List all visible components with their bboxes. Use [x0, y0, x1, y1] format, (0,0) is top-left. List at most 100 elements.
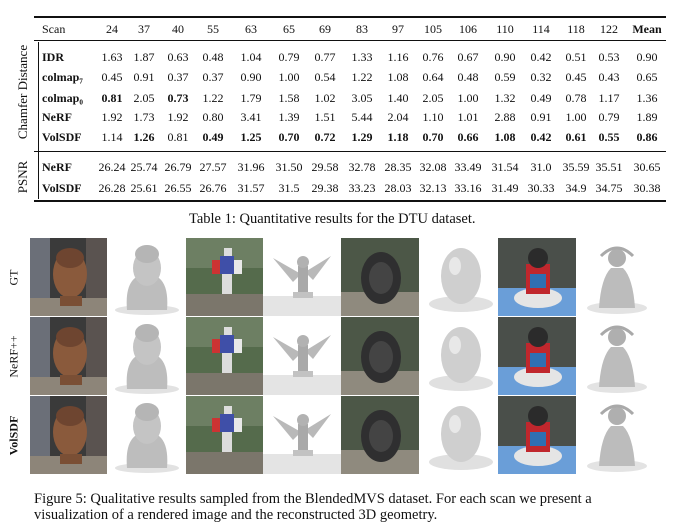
- ornate-sculpture-thumbnail: [577, 396, 655, 474]
- table-cell: 0.79: [598, 110, 620, 124]
- white-egg-image: [421, 396, 499, 474]
- table-cell: 33.49: [454, 160, 482, 174]
- table-cell: 0.37: [202, 70, 224, 84]
- ornate-sculpture-image: [577, 317, 655, 395]
- table-cell: 3.05: [351, 91, 373, 105]
- table-cell: 0.48: [457, 70, 479, 84]
- table-cell: 0.70: [278, 130, 300, 144]
- table-cell: 0.42: [530, 130, 552, 144]
- row-label: colmap₇: [42, 70, 83, 84]
- table-cell: 0.61: [565, 130, 587, 144]
- dark-egg-image: [341, 396, 419, 474]
- table-cell: 1.26: [133, 130, 155, 144]
- table-cell: 0.86: [636, 130, 658, 144]
- table-cell: 32.13: [419, 181, 447, 195]
- table-cell: 31.96: [237, 160, 265, 174]
- table-cell: 2.04: [387, 110, 409, 124]
- row-tag-1: NeRF++: [6, 335, 21, 378]
- column-header: 106: [459, 22, 477, 36]
- table-cell: 0.91: [133, 70, 155, 84]
- table-cell: 0.90: [494, 50, 516, 64]
- table-cell: 0.64: [422, 70, 444, 84]
- table-cell: 1.51: [314, 110, 336, 124]
- table-caption: Table 1: Quantitative results for the DT…: [189, 211, 476, 227]
- table-cell: 1.02: [314, 91, 336, 105]
- table-cell: 0.72: [314, 130, 336, 144]
- white-egg-thumbnail: [421, 396, 499, 474]
- table-cell: 0.90: [240, 70, 262, 84]
- table-rule: [34, 151, 666, 152]
- table-cell: 1.36: [636, 91, 658, 105]
- column-header: 122: [600, 22, 618, 36]
- table-cell: 1.16: [387, 50, 409, 64]
- table-cell: 0.49: [202, 130, 224, 144]
- table-cell: 0.53: [598, 50, 620, 64]
- robot-figure-image: [186, 238, 264, 316]
- table-cell: 1.08: [387, 70, 409, 84]
- table-cell: 0.45: [101, 70, 123, 84]
- buddha-head-thumbnail: [30, 317, 108, 395]
- table-cell: 3.41: [240, 110, 262, 124]
- table-cell: 0.91: [530, 110, 552, 124]
- table-cell: 0.77: [314, 50, 336, 64]
- winged-statue-image: [263, 238, 341, 316]
- table-cell: 1.92: [167, 110, 189, 124]
- column-header: 37: [138, 22, 150, 36]
- buddha-head-thumbnail: [30, 396, 108, 474]
- table-cell: 0.45: [565, 70, 587, 84]
- row-label: VolSDF: [42, 181, 82, 195]
- dark-egg-image: [341, 238, 419, 316]
- table-cell: 1.22: [351, 70, 373, 84]
- white-egg-image: [421, 317, 499, 395]
- table-cell: 26.28: [98, 181, 126, 195]
- table-cell: 1.79: [240, 91, 262, 105]
- table-cell: 2.88: [494, 110, 516, 124]
- dark-egg-thumbnail: [341, 317, 419, 395]
- table-cell: 26.55: [164, 181, 192, 195]
- buddha-bust-image: [107, 396, 185, 474]
- table-cell: 5.44: [351, 110, 373, 124]
- table-cell: 0.48: [202, 50, 224, 64]
- table-cell: 0.51: [565, 50, 587, 64]
- psnr-group-label: PSNR: [15, 160, 30, 194]
- table-cell: 28.35: [384, 160, 412, 174]
- white-egg-thumbnail: [421, 238, 499, 316]
- winged-statue-image: [263, 317, 341, 395]
- table-cell: 0.32: [530, 70, 552, 84]
- table-cell: 1.22: [202, 91, 224, 105]
- buddha-bust-thumbnail: [107, 317, 185, 395]
- buddha-bust-thumbnail: [107, 396, 185, 474]
- table-cell: 29.38: [311, 181, 339, 195]
- table-cell: 0.70: [422, 130, 444, 144]
- ornate-sculpture-image: [577, 396, 655, 474]
- column-header: 105: [424, 22, 442, 36]
- table-cell: 0.49: [530, 91, 552, 105]
- robot-figure-thumbnail: [186, 396, 264, 474]
- table-cell: 1.18: [387, 130, 409, 144]
- buddha-bust-image: [107, 317, 185, 395]
- table-cell: 1.29: [351, 130, 373, 144]
- table-cell: 1.39: [278, 110, 300, 124]
- table-cell: 0.55: [598, 130, 620, 144]
- table-cell: 31.5: [278, 181, 300, 195]
- table-cell: 1.10: [422, 110, 444, 124]
- table-cell: 0.76: [422, 50, 444, 64]
- table-cell: 0.79: [278, 50, 300, 64]
- table-cell: 0.66: [457, 130, 479, 144]
- row-tag-0: GT: [6, 269, 21, 286]
- figure-caption-line-1: Figure 5: Qualitative results sampled fr…: [34, 491, 592, 507]
- table-cell: 1.89: [636, 110, 658, 124]
- robot-figure-image: [186, 396, 264, 474]
- table-cell: 0.63: [167, 50, 189, 64]
- robot-figure-thumbnail: [186, 317, 264, 395]
- table-cell: 1.00: [565, 110, 587, 124]
- dark-egg-thumbnail: [341, 238, 419, 316]
- table-cell: 1.14: [101, 130, 123, 144]
- table-cell: 0.73: [167, 91, 189, 105]
- table-cell: 1.40: [387, 91, 409, 105]
- table-cell: 0.54: [314, 70, 336, 84]
- table-cell: 30.38: [633, 181, 661, 195]
- column-header: 40: [172, 22, 184, 36]
- table-cell: 1.58: [278, 91, 300, 105]
- group-divider: [38, 42, 39, 199]
